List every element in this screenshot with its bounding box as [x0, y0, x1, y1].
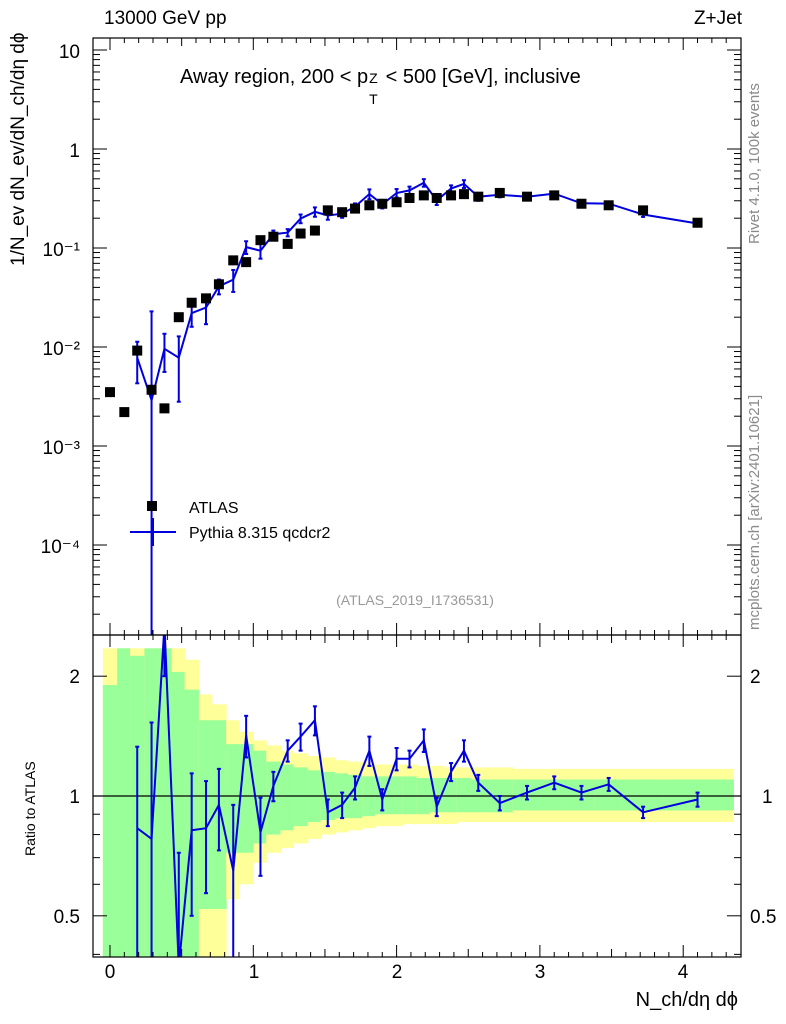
plot-title-part-a: Away region, 200 < p [180, 66, 369, 88]
legend-mc-label: Pythia 8.315 qcdcr2 [189, 525, 331, 542]
ratio-ytick-label: 2 [69, 667, 80, 688]
main-plot-frame [92, 37, 742, 636]
atlas-data-point [255, 235, 266, 246]
xtick-label: 1 [249, 962, 260, 983]
plot-title-part-b: < 500 [GeV], inclusive [380, 66, 581, 88]
atlas-data-point [119, 407, 130, 418]
plot-title-sup: Z [369, 70, 378, 86]
xtick-label: 0 [105, 962, 116, 983]
main-ytick-label: 10⁻³ [43, 438, 81, 459]
ratio-plot-frame [92, 634, 742, 958]
atlas-data-point [522, 191, 533, 202]
ratio-band-inner [456, 777, 472, 813]
legend-atlas-marker [147, 501, 157, 511]
ratio-band-inner [621, 779, 664, 811]
atlas-data-point [337, 207, 348, 218]
x-axis-label: N_ch/dη dϕ [636, 989, 738, 1011]
atlas-data-point [377, 198, 388, 209]
xtick-label: 2 [392, 962, 403, 983]
atlas-data-point [458, 189, 469, 200]
atlas-data-point [603, 200, 614, 211]
atlas-data-point [549, 190, 560, 201]
ratio-ytick-label: 2 [750, 667, 761, 688]
atlas-data-point [295, 228, 306, 239]
main-ytick-label: 10⁻¹ [43, 240, 81, 261]
ratio-y-tick-labels-right: 2 1 0.5 [750, 667, 776, 928]
ratio-ytick-label: 0.5 [54, 907, 80, 928]
main-ytick-label: 10⁻⁴ [41, 537, 80, 558]
ratio-ytick-label: 1 [762, 787, 773, 808]
atlas-data-point [132, 345, 143, 356]
main-ytick-label: 1 [69, 141, 80, 162]
ratio-ytick-label: 1 [69, 787, 80, 808]
ratio-band-inner [102, 685, 118, 957]
atlas-data-point [576, 198, 587, 209]
atlas-data-point [282, 238, 293, 249]
main-ytick-label: 10 [59, 42, 80, 63]
ratio-band-inner [117, 648, 131, 957]
ratio-band-inner [402, 776, 418, 815]
xtick-label: 3 [535, 962, 546, 983]
main-y-tick-labels: 10 1 10⁻¹ 10⁻² 10⁻³ 10⁻⁴ [41, 42, 80, 558]
header-process: Z+Jet [693, 8, 742, 29]
atlas-data-point [105, 387, 115, 398]
ratio-band-inner [238, 744, 254, 853]
ratio-y-tick-labels-left: 2 1 0.5 [54, 667, 80, 928]
atlas-data-point [228, 255, 239, 266]
x-tick-labels: 0 1 2 3 4 [105, 962, 689, 983]
atlas-data-point [350, 203, 361, 214]
atlas-data-point [391, 197, 402, 208]
atlas-data-point [322, 205, 333, 216]
ratio-band-inner [280, 764, 295, 831]
ratio-band-inner [443, 777, 458, 813]
atlas-data-point [494, 187, 505, 198]
atlas-data-point [418, 190, 429, 201]
atlas-data-point [473, 191, 484, 202]
xtick-label: 4 [678, 962, 689, 983]
ratio-band-inner [389, 776, 403, 815]
legend-atlas-label: ATLAS [189, 500, 239, 517]
atlas-data-point [201, 293, 212, 304]
atlas-data-point [159, 403, 170, 414]
atlas-data-point [173, 312, 184, 323]
atlas-data-point [186, 297, 197, 308]
atlas-data-point [638, 205, 649, 216]
plot-title-sub: T [369, 91, 378, 107]
atlas-data-point [431, 192, 442, 203]
atlas-data-point [241, 257, 252, 268]
atlas-data-point [692, 217, 703, 228]
atlas-data-point [446, 190, 457, 201]
atlas-data-point [404, 192, 415, 203]
main-ytick-label: 10⁻² [43, 339, 81, 360]
legend: ATLAS Pythia 8.315 qcdcr2 [130, 500, 331, 546]
ratio-ytick-label: 0.5 [750, 907, 776, 928]
analysis-watermark: (ATLAS_2019_I1736531) [336, 592, 494, 608]
ratio-band-inner [226, 744, 240, 853]
ratio-band-inner [293, 767, 309, 827]
mc-series-line [136, 181, 698, 404]
atlas-data-point [364, 200, 375, 211]
atlas-data-point [309, 225, 320, 236]
atlas-data-point [268, 231, 279, 242]
atlas-data-point [213, 279, 224, 290]
header-energy: 13000 GeV pp [104, 8, 227, 29]
atlas-data-point [146, 384, 157, 395]
